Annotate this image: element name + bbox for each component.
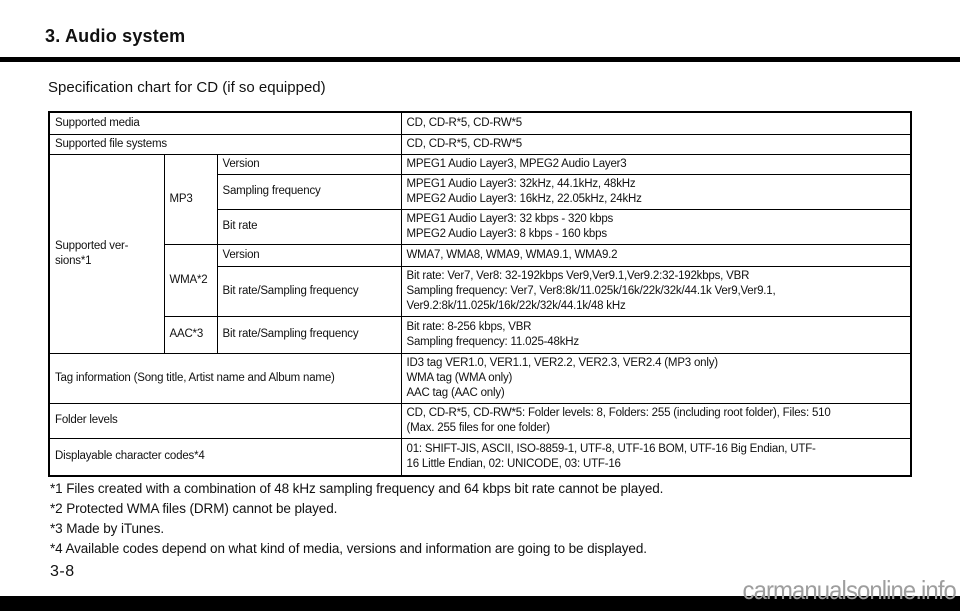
watermark: carmanualsonline.info xyxy=(742,575,957,605)
page-number: 3-8 xyxy=(50,563,75,580)
footnotes: *1 Files created with a combination of 4… xyxy=(50,479,663,559)
wma-bitrate-value: Bit rate: Ver7, Ver8: 32-192kbps Ver9,Ve… xyxy=(400,265,912,317)
tag-information-value: ID3 tag VER1.0, VER1.1, VER2.2, VER2.3, … xyxy=(400,352,912,404)
aac-bitrate-value: Bit rate: 8-256 kbps, VBR Sampling frequ… xyxy=(400,315,912,354)
table-row: AAC*3 Bit rate/Sampling frequency Bit ra… xyxy=(49,315,912,354)
table-row: Supported ver- sions*1 MP3 Version MPEG1… xyxy=(48,153,912,354)
displayable-character-codes-label: Displayable character codes*4 xyxy=(48,437,402,477)
table-row: Displayable character codes*4 01: SHIFT-… xyxy=(48,437,912,477)
mp3-sampling-value: MPEG1 Audio Layer3: 32kHz, 44.1kHz, 48kH… xyxy=(400,173,912,210)
table-row: WMA*2 Version WMA7, WMA8, WMA9, WMA9.1, … xyxy=(49,243,912,317)
mp3-bitrate-param: Bit rate xyxy=(216,208,402,245)
codec-wma-label: WMA*2 xyxy=(163,243,218,317)
mp3-bitrate-value: MPEG1 Audio Layer3: 32 kbps - 320 kbps M… xyxy=(400,208,912,245)
wma-version-param: Version xyxy=(216,243,402,267)
mp3-version-value: MPEG1 Audio Layer3, MPEG2 Audio Layer3 xyxy=(400,153,912,175)
header-rule xyxy=(0,57,960,62)
footer-rule xyxy=(0,596,960,611)
mp3-version-param: Version xyxy=(216,153,402,175)
supported-file-systems-label: Supported file systems xyxy=(48,133,402,155)
supported-media-value: CD, CD-R*5, CD-RW*5 xyxy=(400,111,912,135)
codec-aac-label: AAC*3 xyxy=(163,315,218,354)
footnote-4: *4 Available codes depend on what kind o… xyxy=(50,541,647,556)
cd-specification-table: Supported media CD, CD-R*5, CD-RW*5 Supp… xyxy=(48,111,913,477)
footnote-3: *3 Made by iTunes. xyxy=(50,521,165,536)
aac-bitrate-param: Bit rate/Sampling frequency xyxy=(216,315,402,354)
table-row: Tag information (Song title, Artist name… xyxy=(48,352,912,404)
supported-versions-label: Supported ver- sions*1 xyxy=(48,153,165,354)
mp3-sampling-param: Sampling frequency xyxy=(216,173,402,210)
table-row: Bit rate MPEG1 Audio Layer3: 32 kbps - 3… xyxy=(49,208,912,245)
wma-bitrate-param: Bit rate/Sampling frequency xyxy=(216,265,402,317)
table-row: Sampling frequency MPEG1 Audio Layer3: 3… xyxy=(49,173,912,210)
displayable-character-codes-value: 01: SHIFT-JIS, ASCII, ISO-8859-1, UTF-8,… xyxy=(400,437,912,477)
section-title: Specification chart for CD (if so equipp… xyxy=(48,79,326,96)
supported-file-systems-value: CD, CD-R*5, CD-RW*5 xyxy=(400,133,912,155)
folder-levels-value: CD, CD-R*5, CD-RW*5: Folder levels: 8, F… xyxy=(400,402,912,439)
supported-media-label: Supported media xyxy=(48,111,402,135)
footnote-2: *2 Protected WMA files (DRM) cannot be p… xyxy=(50,501,338,516)
table-row: Folder levels CD, CD-R*5, CD-RW*5: Folde… xyxy=(48,402,912,439)
tag-information-label: Tag information (Song title, Artist name… xyxy=(48,352,402,404)
table-row: Supported file systems CD, CD-R*5, CD-RW… xyxy=(48,133,912,155)
footnote-1: *1 Files created with a combination of 4… xyxy=(50,481,664,496)
spec-table-container: Supported media CD, CD-R*5, CD-RW*5 Supp… xyxy=(48,111,913,477)
folder-levels-label: Folder levels xyxy=(48,402,402,439)
codec-mp3-label: MP3 xyxy=(163,153,218,245)
chapter-title: 3. Audio system xyxy=(45,26,186,46)
table-row: Supported media CD, CD-R*5, CD-RW*5 xyxy=(48,111,912,135)
wma-version-value: WMA7, WMA8, WMA9, WMA9.1, WMA9.2 xyxy=(400,243,912,267)
